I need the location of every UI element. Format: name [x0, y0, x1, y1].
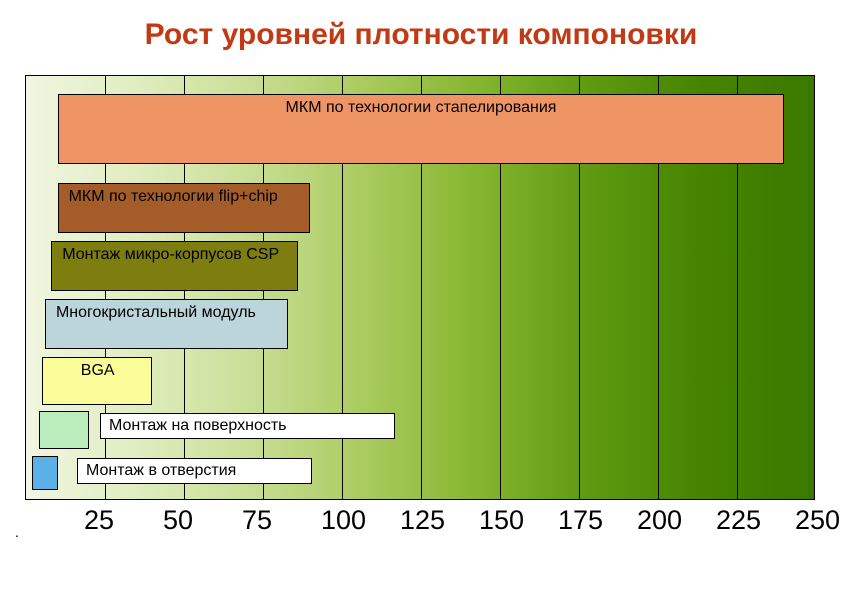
xtick-250: 250 [795, 505, 840, 536]
bar-label: МКМ по технологии стапелирования [286, 99, 557, 117]
xtick-25: 25 [84, 505, 114, 536]
chart-title: Рост уровней плотности компоновки [0, 0, 842, 52]
bar-6 [32, 456, 57, 490]
bar-0: МКМ по технологии стапелирования [58, 94, 785, 164]
xtick-75: 75 [242, 505, 272, 536]
stray-dot: . [15, 524, 19, 540]
bar-2: Монтаж микро-корпусов CSP [51, 241, 297, 291]
xtick-175: 175 [558, 505, 603, 536]
bar-1: МКМ по технологии flip+chip [58, 183, 311, 233]
bar-label: Монтаж микро-корпусов CSP [62, 246, 279, 264]
xtick-225: 225 [716, 505, 761, 536]
bar-3: Многокристальный модуль [45, 299, 288, 349]
bar-label: МКМ по технологии flip+chip [69, 188, 278, 206]
xtick-50: 50 [163, 505, 193, 536]
bar-label: BGA [53, 362, 115, 380]
caption-1: Монтаж в отверстия [77, 458, 312, 484]
xtick-150: 150 [479, 505, 524, 536]
bar-label: Многокристальный модуль [56, 304, 256, 322]
caption-0: Монтаж на поверхность [100, 413, 395, 439]
bar-5 [39, 411, 90, 449]
xtick-100: 100 [321, 505, 366, 536]
bar-4: BGA [42, 357, 153, 405]
xtick-200: 200 [637, 505, 682, 536]
xtick-125: 125 [400, 505, 445, 536]
